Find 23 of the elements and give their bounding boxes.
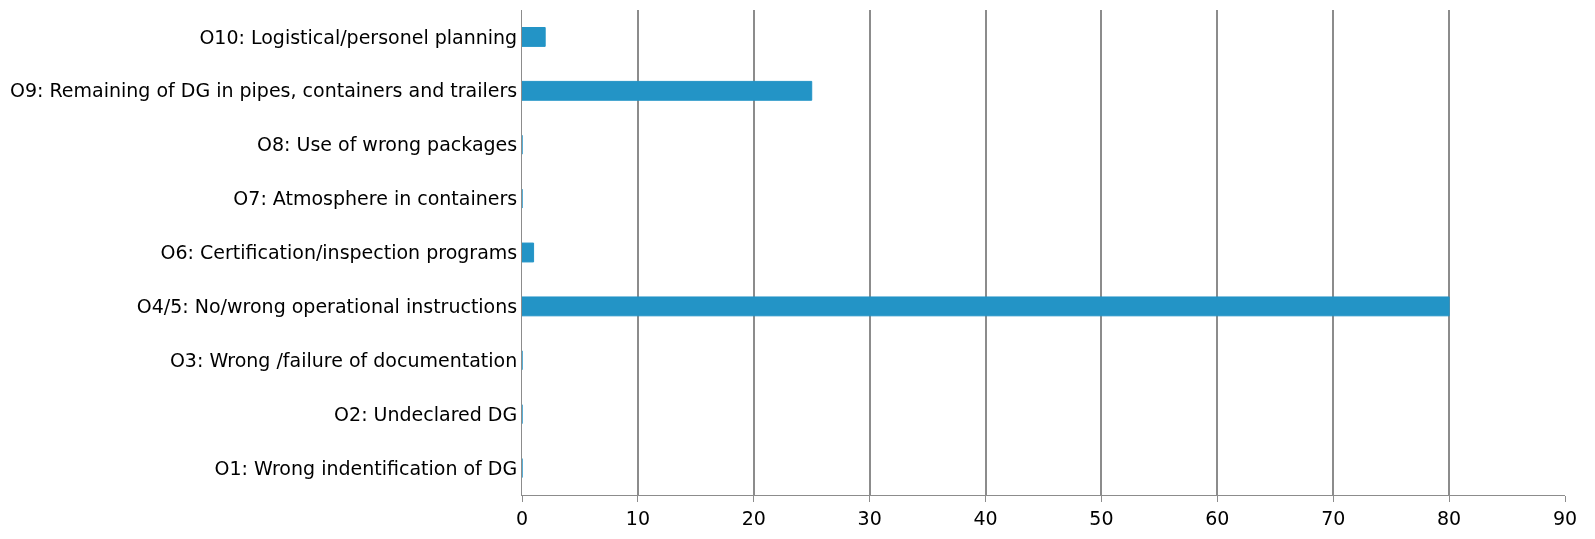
bar bbox=[522, 296, 1450, 317]
bar bbox=[522, 242, 535, 263]
x-tick-label: 80 bbox=[1437, 506, 1462, 529]
x-tick-label: 40 bbox=[973, 506, 998, 529]
x-tick-label: 0 bbox=[515, 506, 529, 529]
x-tick-label: 70 bbox=[1321, 506, 1346, 529]
x-tick-label: 90 bbox=[1552, 506, 1578, 529]
x-tick-label: 30 bbox=[857, 506, 882, 529]
y-tick-label: O8: Use of wrong packages bbox=[257, 133, 518, 156]
y-tick-label: O6: Certification/inspection programs bbox=[160, 241, 518, 264]
y-tick-label: O1: Wrong indentification of DG bbox=[214, 456, 518, 479]
bar bbox=[522, 80, 813, 101]
y-tick-label: O10: Logistical/personel planning bbox=[199, 25, 518, 48]
y-tick-label: O3: Wrong /failure of documentation bbox=[169, 348, 518, 371]
bar bbox=[522, 27, 546, 47]
y-tick-label: O9: Remaining of DG in pipes, containers and trailers bbox=[10, 79, 518, 102]
x-tick-label: 50 bbox=[1089, 506, 1114, 529]
x-tick-label: 60 bbox=[1205, 506, 1230, 529]
y-tick-label: O7: Atmosphere in containers bbox=[233, 187, 518, 210]
x-tick-label: 10 bbox=[625, 506, 650, 529]
x-tick-label: 20 bbox=[741, 506, 766, 529]
y-tick-label: O2: Undeclared DG bbox=[334, 402, 518, 425]
y-tick-label: O4/5: No/wrong operational instructions bbox=[136, 295, 518, 318]
